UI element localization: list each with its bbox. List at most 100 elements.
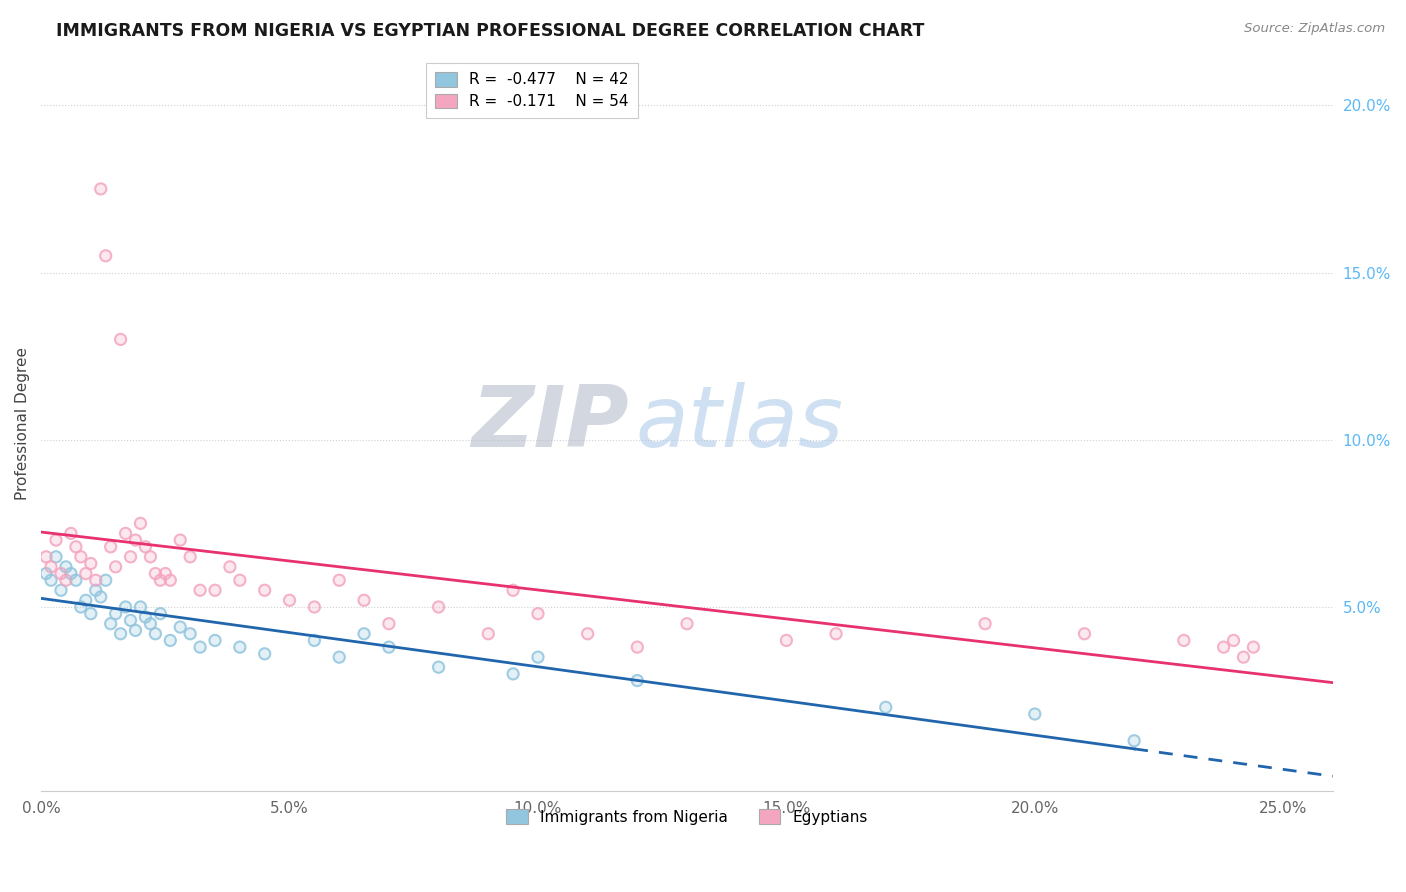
Point [626,673,648,688]
Point [1222,633,1244,648]
Point [139,549,162,564]
Point [328,573,350,587]
Point [1173,633,1195,648]
Point [35,549,58,564]
Point [1073,626,1095,640]
Point [120,549,142,564]
Point [626,673,648,688]
Point [35,549,58,564]
Point [49,583,72,598]
Point [229,640,252,654]
Point [875,700,897,714]
Point [129,516,152,531]
Point [49,566,72,581]
Point [134,540,156,554]
Point [204,583,226,598]
Point [134,610,156,624]
Point [204,583,226,598]
Point [188,583,211,598]
Point [100,540,122,554]
Point [104,559,127,574]
Point [84,573,107,587]
Point [304,633,326,648]
Point [219,559,242,574]
Point [527,650,550,665]
Point [626,640,648,654]
Point [576,626,599,640]
Point [124,533,146,547]
Point [94,573,117,587]
Point [353,593,375,607]
Point [55,559,77,574]
Point [179,626,201,640]
Point [149,573,172,587]
Point [149,607,172,621]
Point [1232,650,1254,665]
Point [328,650,350,665]
Text: ZIP: ZIP [471,382,628,465]
Point [253,647,276,661]
Point [80,607,103,621]
Point [70,549,93,564]
Point [100,616,122,631]
Point [120,549,142,564]
Point [45,533,67,547]
Point [110,333,132,347]
Point [179,626,201,640]
Point [94,249,117,263]
Point [775,633,797,648]
Point [169,620,191,634]
Point [124,624,146,638]
Point [253,583,276,598]
Point [75,566,97,581]
Text: IMMIGRANTS FROM NIGERIA VS EGYPTIAN PROFESSIONAL DEGREE CORRELATION CHART: IMMIGRANTS FROM NIGERIA VS EGYPTIAN PROF… [56,22,925,40]
Point [527,607,550,621]
Point [974,616,997,631]
Point [1212,640,1234,654]
Point [129,599,152,614]
Point [1173,633,1195,648]
Point [188,640,211,654]
Point [502,583,524,598]
Point [84,583,107,598]
Point [59,526,82,541]
Point [378,616,401,631]
Point [35,566,58,581]
Point [1241,640,1264,654]
Point [114,526,136,541]
Point [110,333,132,347]
Point [80,557,103,571]
Point [353,593,375,607]
Point [159,573,181,587]
Point [1232,650,1254,665]
Point [45,549,67,564]
Point [70,599,93,614]
Point [114,599,136,614]
Point [229,573,252,587]
Legend: Immigrants from Nigeria, Egyptians: Immigrants from Nigeria, Egyptians [501,804,873,831]
Point [353,626,375,640]
Point [39,559,62,574]
Point [129,516,152,531]
Point [145,566,167,581]
Point [825,626,848,640]
Point [49,583,72,598]
Point [120,613,142,627]
Point [139,549,162,564]
Point [59,566,82,581]
Point [84,573,107,587]
Point [70,549,93,564]
Point [84,583,107,598]
Point [104,607,127,621]
Point [90,182,112,196]
Point [55,573,77,587]
Point [1073,626,1095,640]
Point [253,647,276,661]
Point [1123,733,1146,747]
Point [328,650,350,665]
Point [1212,640,1234,654]
Point [80,557,103,571]
Point [145,626,167,640]
Point [477,626,499,640]
Point [65,573,87,587]
